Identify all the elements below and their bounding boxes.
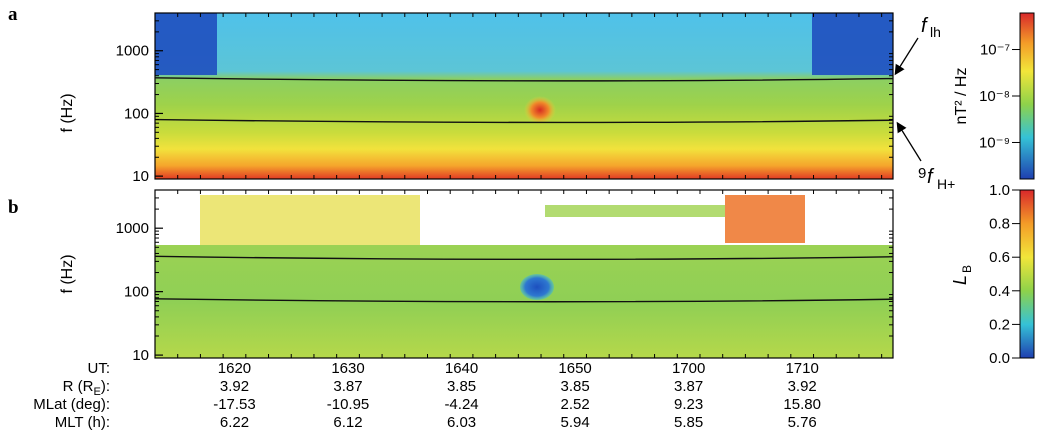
row-label: R (RE): (63, 378, 110, 398)
frequency-trace (154, 298, 894, 303)
x-axis-ticks (154, 13, 883, 358)
panel-b-yaxis: 10 100 1000 (116, 197, 893, 364)
panel-b-ylabel: f (Hz) (59, 254, 76, 293)
colorbar-tick-label: 0.8 (989, 216, 1010, 233)
row-value: 3.85 (447, 378, 476, 395)
flh-label: f (921, 15, 929, 37)
fh-label: f (927, 166, 935, 188)
y-tick-label: 10 (132, 168, 149, 185)
row-value: 3.92 (788, 378, 817, 395)
colorbar-tick-label: 0.6 (989, 249, 1010, 266)
colorbar-b-label: L B (950, 265, 974, 285)
frequency-trace (154, 255, 894, 261)
panel-a-hot-spot (524, 96, 556, 124)
panel-b-upper-patch-3 (725, 195, 805, 243)
flh-annotation: f lh (894, 15, 941, 76)
row-value: 15.80 (783, 396, 821, 413)
row-value: 2.52 (560, 396, 589, 413)
row-value: 1650 (558, 360, 591, 377)
row-value: 3.87 (333, 378, 362, 395)
row-value: 5.76 (788, 414, 817, 431)
colorbar-a: 10⁻⁷ 10⁻⁸ 10⁻⁹ nT² / Hz (953, 12, 1035, 180)
row-value: 1630 (331, 360, 364, 377)
row-value: -4.24 (444, 396, 478, 413)
row-value: 5.85 (674, 414, 703, 431)
y-tick-label: 1000 (116, 43, 149, 60)
colorbar-a-ticks: 10⁻⁷ 10⁻⁸ 10⁻⁹ (979, 42, 1020, 151)
row-value: -10.95 (327, 396, 370, 413)
panel-a-traces (154, 77, 894, 124)
panel-b: 10 100 1000 f (Hz) (59, 189, 894, 364)
panel-b-frame (154, 189, 894, 359)
colorbar-tick-label: 0.2 (989, 316, 1010, 333)
colorbar-b-label-sub: B (960, 265, 974, 273)
row-value: 1640 (445, 360, 478, 377)
frequency-trace (154, 77, 894, 82)
row-label: MLT (h): (55, 414, 110, 431)
row-value: 6.03 (447, 414, 476, 431)
row-value: 1700 (672, 360, 705, 377)
panel-a-low-region-left (155, 13, 217, 75)
row-value: 3.92 (220, 378, 249, 395)
colorbar-tick-label: 0.4 (989, 283, 1010, 300)
row-value: 1620 (218, 360, 251, 377)
colorbar-tick-label: 1.0 (989, 182, 1010, 199)
panel-a: 10 100 1000 f (Hz) (59, 12, 894, 185)
panel-a-low-region-right (812, 13, 893, 75)
y-tick-label: 10 (132, 347, 149, 364)
panel-a-ylabel: f (Hz) (59, 93, 76, 132)
colorbar-b-ticks: 1.0 0.8 0.6 0.4 0.2 0.0 (989, 182, 1020, 367)
row-value: 6.12 (333, 414, 362, 431)
flh-arrow (894, 37, 919, 76)
row-value: 3.87 (674, 378, 703, 395)
row-label: MLat (deg): (33, 396, 110, 413)
fh-subscript: H+ (937, 176, 955, 192)
panel-a-yaxis: 10 100 1000 (116, 20, 893, 185)
panel-b-upper-patch-2 (545, 205, 725, 217)
panel-a-label: a (8, 4, 18, 25)
colorbar-b: 1.0 0.8 0.6 0.4 0.2 0.0 L B (950, 182, 1035, 367)
panel-a-frame (154, 12, 894, 180)
y-tick-label: 100 (124, 105, 149, 122)
panel-a-spectrogram (155, 13, 893, 179)
panel-b-upper-patch-1 (200, 195, 420, 245)
fh-prefix: 9 (918, 165, 926, 182)
colorbar-a-scale (1019, 12, 1035, 180)
colorbar-tick-label: 10⁻⁹ (979, 134, 1010, 151)
frequency-trace (154, 118, 894, 124)
y-tick-label: 100 (124, 284, 149, 301)
row-value: 9.23 (674, 396, 703, 413)
colorbar-b-scale (1019, 189, 1035, 359)
panel-b-traces (154, 255, 894, 303)
row-value: -17.53 (213, 396, 256, 413)
row-value: 3.85 (560, 378, 589, 395)
row-value: 6.22 (220, 414, 249, 431)
colorbar-a-label: nT² / Hz (953, 68, 970, 125)
ephemeris-table: UT: 1620 1630 1640 1650 1700 1710 R (RE): 3.92 3.… (33, 360, 821, 431)
row-value: 1710 (785, 360, 818, 377)
row-value: 5.94 (560, 414, 589, 431)
panel-b-label: b (8, 197, 19, 218)
colorbar-tick-label: 10⁻⁸ (979, 88, 1010, 105)
fh-arrow (896, 121, 922, 162)
panel-b-cool-spot (520, 274, 554, 300)
fh-annotation: 9 f H+ (896, 121, 955, 192)
row-label: UT: (88, 360, 111, 377)
colorbar-tick-label: 10⁻⁷ (980, 42, 1010, 59)
colorbar-b-label-main: L (950, 275, 970, 285)
flh-subscript: lh (930, 24, 941, 40)
colorbar-tick-label: 0.0 (989, 350, 1010, 367)
y-tick-label: 1000 (116, 220, 149, 237)
